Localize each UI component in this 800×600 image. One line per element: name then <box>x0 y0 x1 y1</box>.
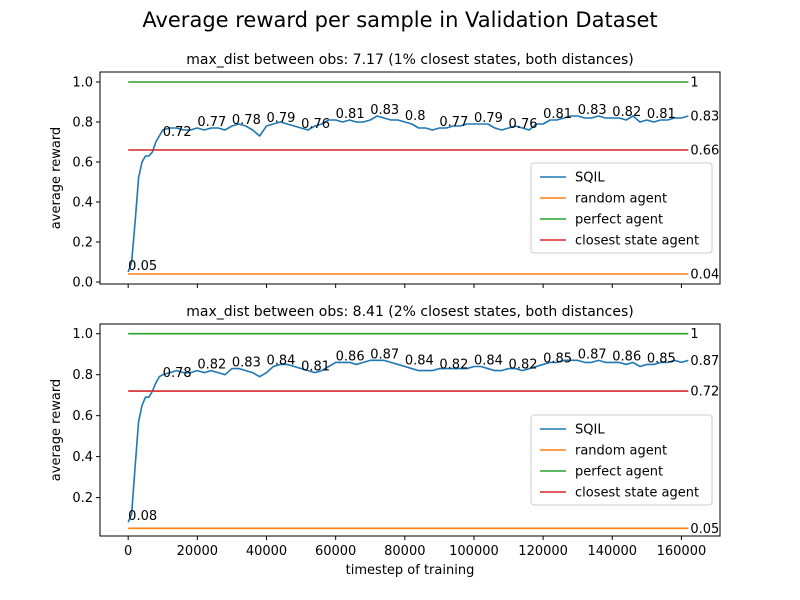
data-label: 0.87 <box>370 347 399 362</box>
data-label: 0.83 <box>578 103 607 118</box>
data-label: 0.79 <box>266 111 295 126</box>
data-label: 0.81 <box>301 360 330 375</box>
data-label: 0.76 <box>301 117 330 132</box>
x-tick-label: 60000 <box>315 544 356 559</box>
y-tick-label: 1.0 <box>72 76 93 91</box>
data-label: 0.81 <box>543 107 572 122</box>
data-label: 0.82 <box>197 358 226 373</box>
series-line-sqil <box>127 115 689 273</box>
end-value-label: 1 <box>690 76 698 91</box>
chart-title: max_dist between obs: 8.41 (2% closest s… <box>186 304 633 320</box>
y-axis-label: average reward <box>49 127 64 229</box>
end-value-label: 0.66 <box>690 144 719 159</box>
legend-entry: SQIL <box>575 171 605 186</box>
axes-frame <box>99 71 721 285</box>
end-value-label: 0.05 <box>690 522 719 537</box>
end-value-label: 0.04 <box>690 268 719 283</box>
data-label: 0.76 <box>509 117 538 132</box>
x-tick-label: 0 <box>124 544 132 559</box>
legend-entry: closest state agent <box>575 486 699 501</box>
data-label: 0.82 <box>509 358 538 373</box>
legend-entry: perfect agent <box>575 213 663 228</box>
data-label: 0.87 <box>578 347 607 362</box>
x-tick-label: 140000 <box>587 544 637 559</box>
series-line-sqil <box>127 359 689 523</box>
data-label: 0.72 <box>163 125 192 140</box>
data-label: 0.77 <box>197 115 226 130</box>
y-tick-label: 1.0 <box>72 327 93 342</box>
y-tick-label: 0.6 <box>72 409 93 424</box>
legend-entry: perfect agent <box>575 465 663 480</box>
legend-entry: SQIL <box>575 423 605 438</box>
legend-box <box>530 414 713 506</box>
x-tick-label: 160000 <box>657 544 707 559</box>
end-value-label: 0.87 <box>690 354 719 369</box>
data-label: 0.78 <box>163 366 192 381</box>
data-label: 0.05 <box>128 259 157 274</box>
data-label: 0.79 <box>474 111 503 126</box>
y-tick-label: 0.2 <box>72 236 93 251</box>
data-label: 0.81 <box>336 107 365 122</box>
data-label: 0.78 <box>232 113 261 128</box>
data-label: 0.84 <box>266 354 295 369</box>
chart-title: max_dist between obs: 7.17 (1% closest s… <box>186 52 633 68</box>
data-label: 0.08 <box>128 509 157 524</box>
y-tick-label: 0.4 <box>72 450 93 465</box>
data-label: 0.82 <box>612 105 641 120</box>
x-tick-label: 40000 <box>246 544 287 559</box>
legend-entry: random agent <box>575 192 667 207</box>
data-label: 0.81 <box>647 107 676 122</box>
end-value-label: 0.83 <box>690 110 719 125</box>
data-label: 0.84 <box>405 354 434 369</box>
y-tick-label: 0.8 <box>72 116 93 131</box>
x-tick-label: 120000 <box>518 544 568 559</box>
chart-panel-1: max_dist between obs: 7.17 (1% closest s… <box>49 52 721 291</box>
y-tick-label: 0.0 <box>72 276 93 291</box>
axes-frame <box>99 323 721 537</box>
data-label: 0.82 <box>439 358 468 373</box>
x-tick-label: 100000 <box>449 544 499 559</box>
data-label: 0.85 <box>543 351 572 366</box>
legend-box <box>530 162 713 254</box>
data-label: 0.83 <box>370 103 399 118</box>
data-label: 0.86 <box>336 349 365 364</box>
x-axis-label: timestep of training <box>346 563 475 578</box>
y-tick-label: 0.2 <box>72 491 93 506</box>
data-label: 0.85 <box>647 351 676 366</box>
data-label: 0.86 <box>612 349 641 364</box>
end-value-label: 1 <box>690 327 698 342</box>
data-label: 0.83 <box>232 356 261 371</box>
x-tick-label: 20000 <box>177 544 218 559</box>
y-tick-label: 0.8 <box>72 368 93 383</box>
y-axis-label: average reward <box>49 379 64 481</box>
legend-entry: random agent <box>575 444 667 459</box>
legend-entry: closest state agent <box>575 234 699 249</box>
data-label: 0.84 <box>474 354 503 369</box>
end-value-label: 0.72 <box>690 385 719 400</box>
data-label: 0.8 <box>405 109 426 124</box>
chart-panel-2: max_dist between obs: 8.41 (2% closest s… <box>49 304 721 578</box>
y-tick-label: 0.4 <box>72 196 93 211</box>
y-tick-label: 0.6 <box>72 156 93 171</box>
x-tick-label: 80000 <box>384 544 425 559</box>
figure-title: Average reward per sample in Validation … <box>142 8 658 32</box>
data-label: 0.77 <box>439 115 468 130</box>
